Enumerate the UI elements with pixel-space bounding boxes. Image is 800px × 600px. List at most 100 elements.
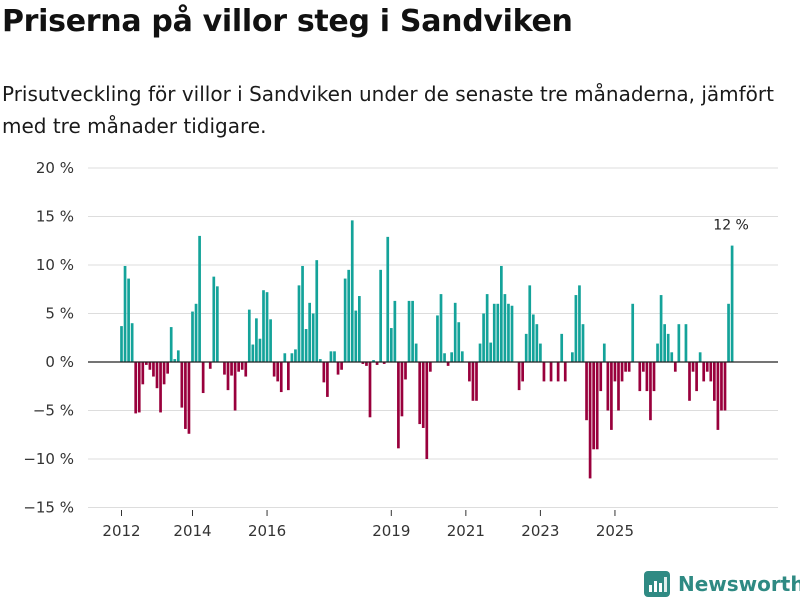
bar — [283, 353, 287, 362]
chart-title: Priserna på villor steg i Sandviken — [2, 4, 573, 39]
y-tick-label: −10 % — [23, 450, 74, 468]
bar — [560, 333, 564, 362]
bar — [563, 362, 567, 382]
bar — [368, 362, 372, 418]
bar — [308, 302, 311, 362]
bar — [212, 276, 216, 362]
bar — [631, 303, 635, 362]
bar — [638, 362, 642, 392]
bar — [723, 362, 727, 411]
bar — [279, 362, 283, 393]
bar — [347, 269, 351, 362]
bar — [457, 322, 461, 362]
bar — [187, 362, 191, 434]
bar — [624, 362, 627, 372]
bar — [223, 362, 226, 375]
bar — [294, 349, 297, 362]
bar — [184, 362, 187, 429]
annotations: 12 % — [713, 218, 749, 234]
bar — [482, 313, 485, 362]
bar — [439, 294, 443, 362]
bar — [365, 362, 368, 366]
chart-subtitle: Prisutveckling för villor i Sandviken un… — [2, 82, 774, 138]
y-axis-ticks: 20 % 15 % 10 % 5 % 0 % −5 % −10 % −15 % — [23, 159, 74, 517]
bar — [404, 362, 407, 380]
bar — [702, 362, 706, 382]
y-tick-label: 5 % — [45, 305, 74, 323]
bar — [730, 245, 734, 362]
bar — [453, 302, 457, 362]
bar — [581, 324, 585, 362]
bar — [549, 362, 553, 382]
bar — [475, 362, 478, 401]
bar — [162, 362, 166, 385]
bar — [336, 362, 340, 375]
bar — [492, 303, 496, 362]
bar — [198, 235, 201, 362]
bar — [421, 362, 425, 428]
bars — [120, 220, 734, 479]
bar — [350, 220, 354, 362]
x-tick-label: 2019 — [372, 522, 410, 540]
bar — [262, 290, 265, 362]
bar — [666, 333, 670, 362]
bar — [318, 359, 322, 362]
bar — [176, 350, 180, 362]
bar — [247, 309, 251, 362]
bar — [599, 362, 603, 392]
x-axis-ticks: 2012 2014 2016 2019 2021 2023 2025 — [102, 510, 634, 540]
bar — [688, 362, 691, 401]
bar — [524, 333, 528, 362]
bar — [400, 362, 404, 417]
bar — [290, 353, 294, 362]
bar — [375, 362, 379, 365]
bar — [258, 338, 262, 362]
bar — [152, 362, 155, 377]
bar — [592, 362, 595, 450]
bar — [272, 362, 276, 377]
bar — [233, 362, 237, 411]
bar — [443, 353, 446, 362]
bar — [539, 343, 542, 362]
bar — [727, 303, 730, 362]
bar — [645, 362, 649, 392]
bar — [340, 362, 343, 370]
bar — [244, 362, 248, 377]
bar — [673, 362, 677, 372]
bar — [361, 362, 365, 364]
x-tick-label: 2023 — [521, 522, 559, 540]
bar — [226, 362, 230, 391]
bar — [446, 362, 450, 366]
bar — [379, 269, 382, 362]
bar — [602, 343, 606, 362]
bar — [517, 362, 521, 391]
bar — [237, 362, 240, 372]
bar — [130, 323, 134, 362]
bar — [531, 314, 535, 362]
bar — [595, 362, 599, 450]
bar — [535, 324, 539, 362]
bar — [627, 362, 631, 372]
bar — [418, 362, 422, 425]
bar — [301, 265, 304, 362]
bar — [617, 362, 620, 411]
bar — [620, 362, 624, 382]
bar — [556, 362, 560, 382]
bar — [137, 362, 141, 413]
bar — [663, 324, 666, 362]
bar — [468, 362, 471, 382]
bar — [382, 362, 386, 364]
bar — [120, 326, 123, 362]
bar — [414, 343, 418, 362]
bar — [276, 362, 280, 382]
bar — [695, 362, 698, 392]
bar — [393, 300, 397, 362]
bar — [528, 285, 532, 362]
brand-name: Newsworthy — [678, 572, 800, 596]
bar — [642, 362, 645, 372]
bar — [216, 286, 219, 362]
bar — [287, 362, 290, 391]
bar — [677, 324, 681, 362]
y-tick-label: 0 % — [45, 353, 74, 371]
